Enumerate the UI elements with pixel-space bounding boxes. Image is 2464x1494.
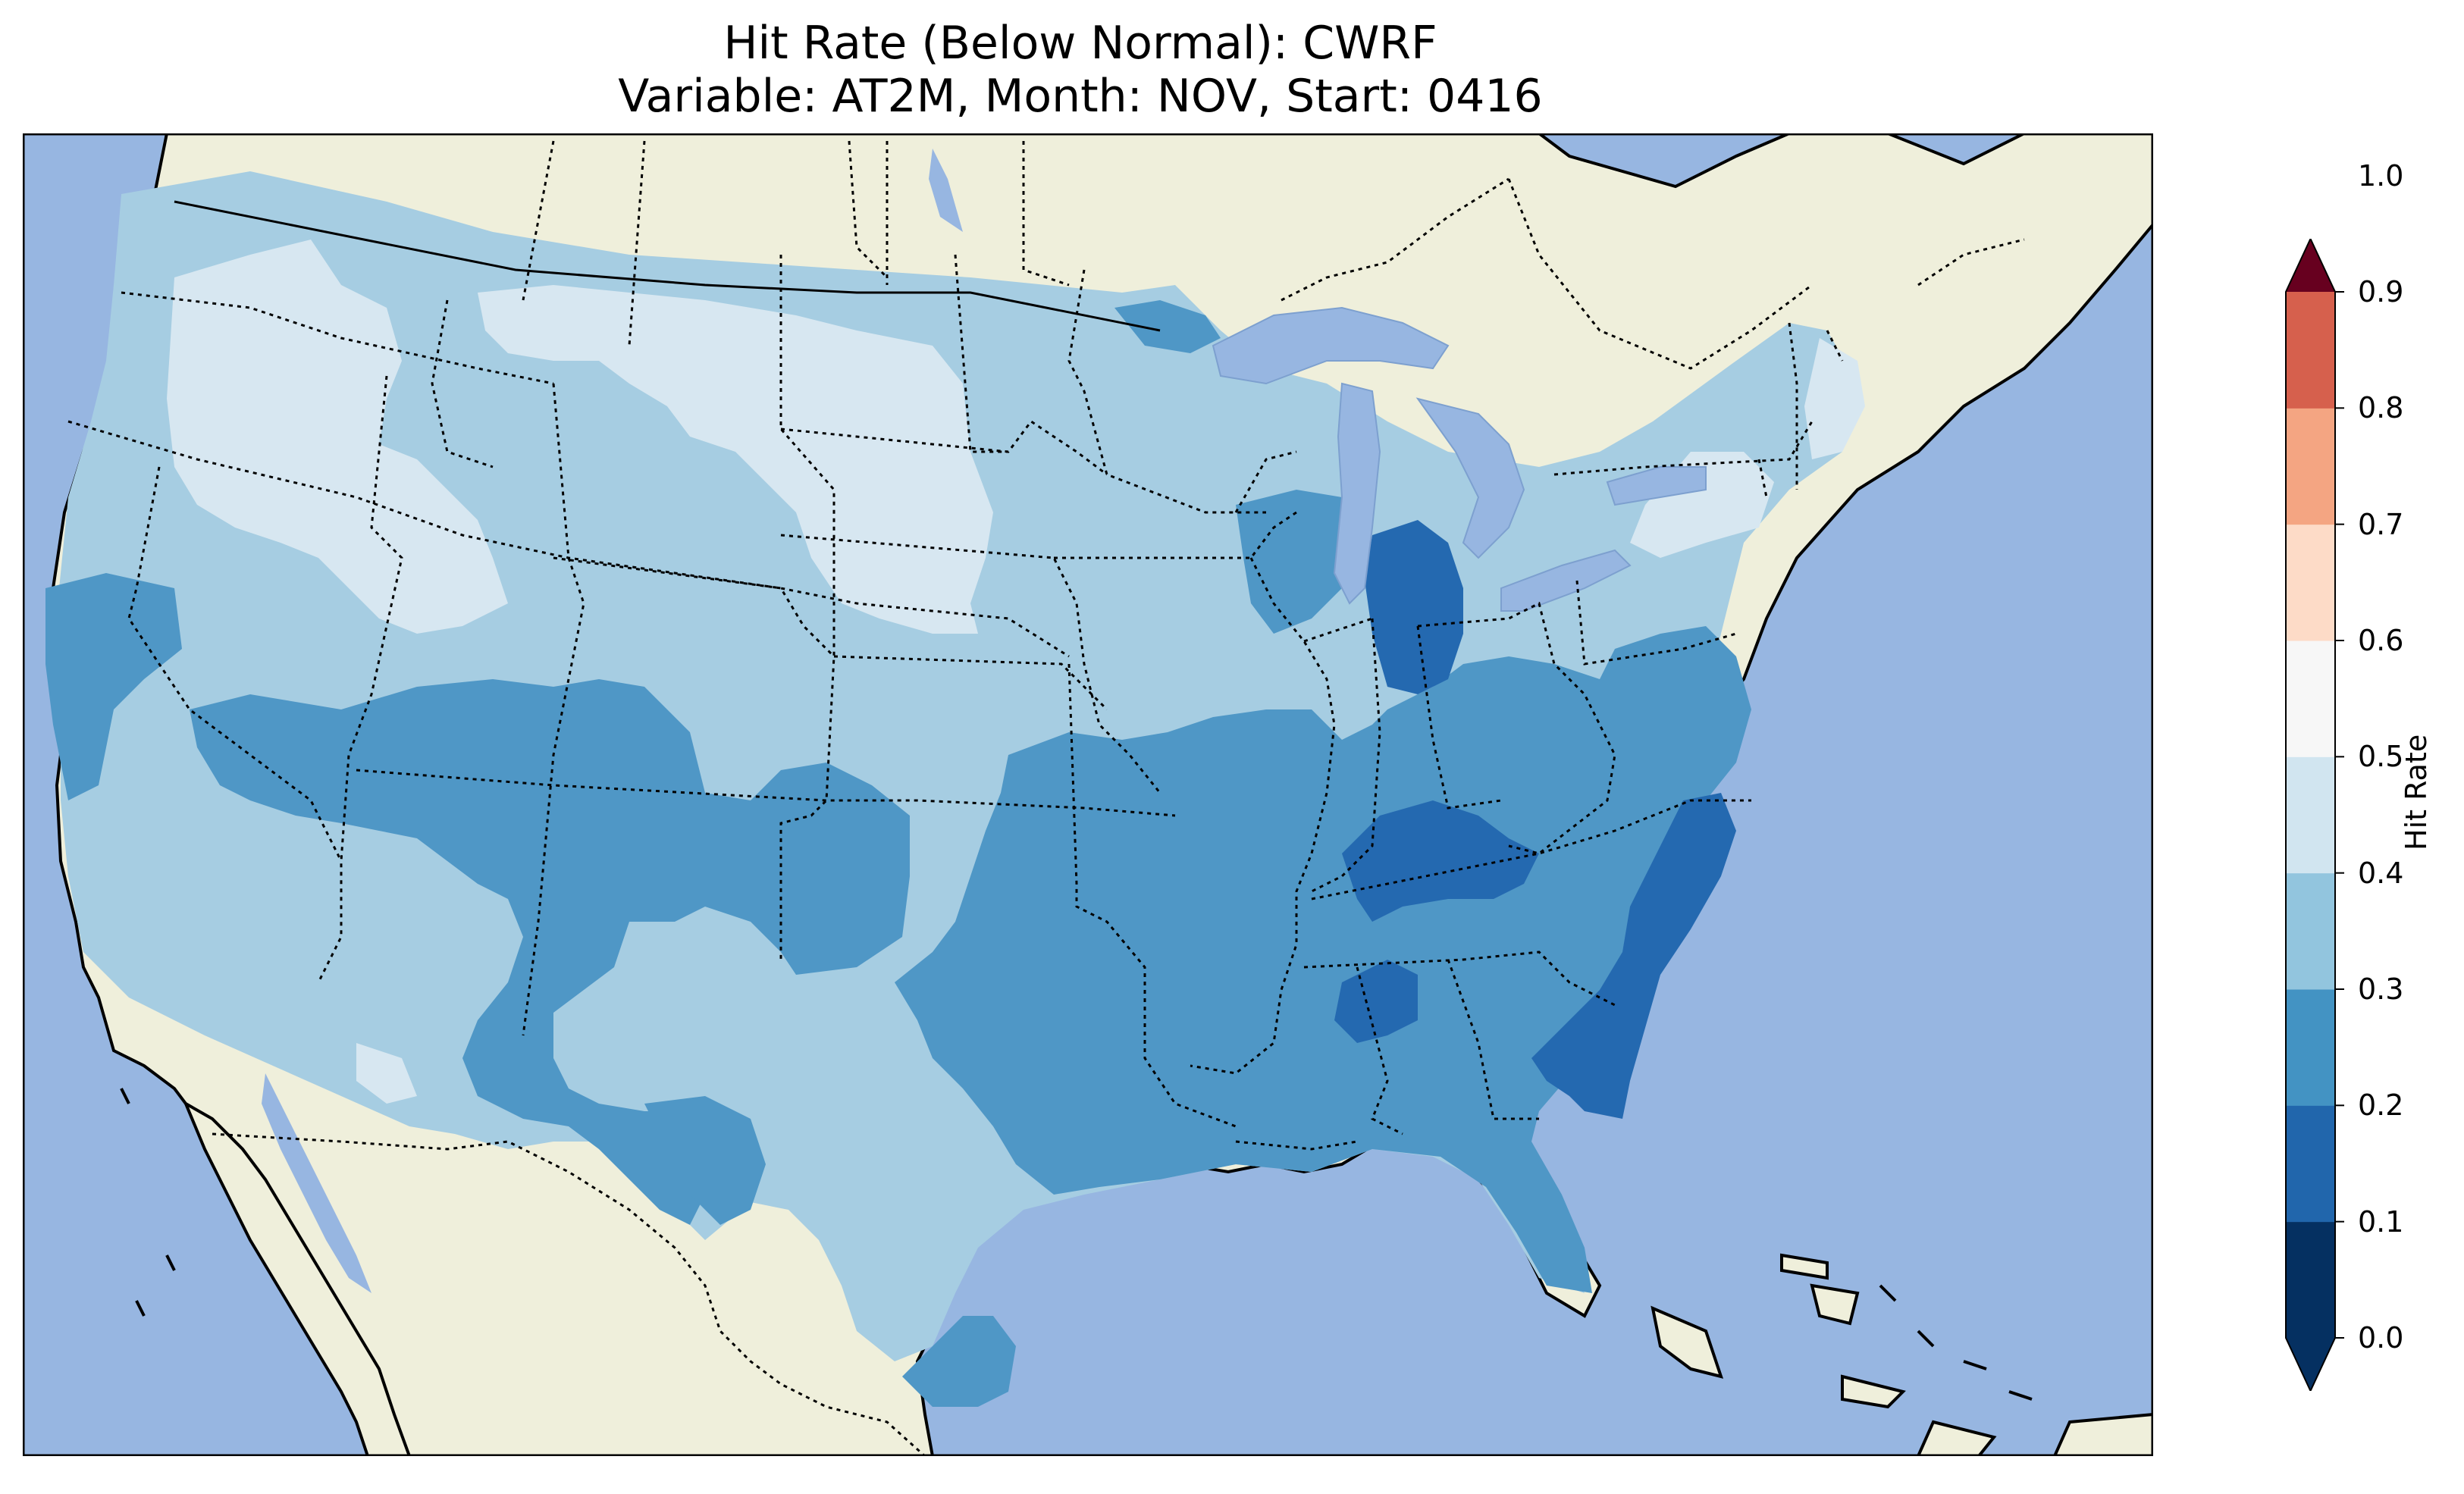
colorbar-tick-label: 0.0 bbox=[2358, 1321, 2404, 1355]
hit-rate-region-0.2-0.3 bbox=[45, 573, 182, 800]
lake-michigan bbox=[1333, 382, 1381, 605]
colorbar-band bbox=[2286, 641, 2335, 757]
colorbar-tick-label: 0.9 bbox=[2358, 275, 2404, 309]
us-hit-rate-map bbox=[23, 133, 2153, 1456]
lake-erie bbox=[1500, 549, 1632, 612]
colorbar-tick-label: 0.3 bbox=[2358, 973, 2404, 1006]
colorbar-tick-label: 0.4 bbox=[2358, 856, 2404, 890]
hit-rate-region-0.1-0.2 bbox=[1342, 800, 1539, 922]
colorbar-band bbox=[2286, 989, 2335, 1106]
colorbar-tick-label: 0.2 bbox=[2358, 1088, 2404, 1123]
hit-rate-region-0.2-0.3 bbox=[1236, 490, 1357, 634]
hit-rate-region-0.2-0.3 bbox=[895, 626, 1751, 1293]
hit-rate-region-0.4-0.5 bbox=[1804, 338, 1865, 459]
gulf-of-california bbox=[262, 1073, 371, 1293]
caribbean-islands bbox=[1651, 1253, 2153, 1456]
colorbar-label: Hit Rate bbox=[2400, 734, 2433, 850]
map-frame bbox=[23, 133, 2153, 1456]
colorbar-extend-high bbox=[2286, 239, 2335, 292]
colorbar-tick-label: 0.7 bbox=[2358, 507, 2404, 541]
hit-rate-region-0.4-0.5 bbox=[167, 240, 508, 634]
colorbar-tick-label: 0.1 bbox=[2358, 1204, 2404, 1239]
lake-huron bbox=[1415, 397, 1525, 559]
hudson-bay-lakes bbox=[929, 149, 963, 232]
colorbar-tick-label: 0.8 bbox=[2358, 391, 2404, 425]
colorbar-band bbox=[2286, 1105, 2335, 1223]
hit-rate-region-0.1-0.2 bbox=[1365, 520, 1463, 694]
small-islands bbox=[120, 1088, 2033, 1401]
colorbar bbox=[2285, 239, 2344, 1391]
colorbar-tick-label: 0.6 bbox=[2358, 624, 2404, 657]
colorbar-tick-label: 1.0 bbox=[2358, 158, 2404, 193]
map-title: Hit Rate (Below Normal): CWRF bbox=[723, 17, 1437, 70]
colorbar-tick-label: 0.5 bbox=[2358, 740, 2404, 774]
us-canada-border bbox=[174, 200, 1161, 332]
us-mexico-border bbox=[212, 1132, 926, 1456]
baja-california bbox=[182, 1100, 412, 1456]
state-borders bbox=[67, 140, 2025, 1151]
hit-rate-region-0.4-0.5 bbox=[478, 285, 993, 634]
hit-rate-region-0.2-0.3 bbox=[190, 679, 910, 1225]
hit-rate-region-0.1-0.2 bbox=[1531, 793, 1736, 1119]
hit-rate-region-0.1-0.2 bbox=[1334, 960, 1418, 1043]
colorbar-band bbox=[2286, 1221, 2335, 1339]
colorbar-extend-low bbox=[2286, 1338, 2335, 1391]
hit-rate-region-0.2-0.3 bbox=[644, 1096, 766, 1225]
lake-ontario bbox=[1606, 466, 1707, 506]
colorbar-band bbox=[2286, 872, 2335, 990]
hit-rate-region-0.4-0.5 bbox=[356, 1043, 417, 1104]
hit-rate-region-0.2-0.3 bbox=[902, 1316, 1016, 1407]
hit-rate-region-0.2-0.3 bbox=[1114, 300, 1221, 353]
colorbar-band bbox=[2286, 756, 2335, 874]
colorbar-band bbox=[2286, 524, 2335, 641]
colorbar-band bbox=[2286, 408, 2335, 525]
great-lakes bbox=[1212, 306, 1450, 385]
hit-rate-region-0.4-0.5 bbox=[1630, 452, 1774, 558]
map-subtitle: Variable: AT2M, Month: NOV, Start: 0416 bbox=[618, 70, 1543, 123]
colorbar-band bbox=[2286, 292, 2335, 409]
